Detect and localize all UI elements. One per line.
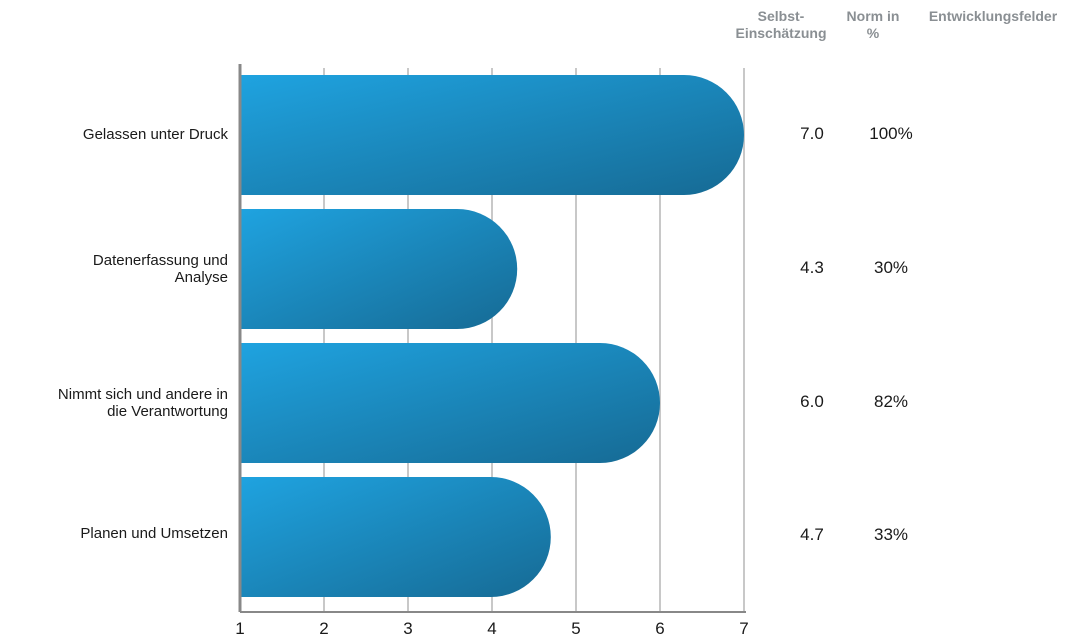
bar xyxy=(240,209,518,329)
bar xyxy=(240,343,660,463)
col-header-norm: Norm in % xyxy=(846,8,900,41)
row-label: Nimmt sich und andere in die Verantwortu… xyxy=(57,386,228,420)
self-assessment-value: 4.7 xyxy=(800,525,824,544)
norm-value: 30% xyxy=(873,258,909,277)
x-tick-label: 4 xyxy=(487,619,496,638)
bar xyxy=(240,75,744,195)
row-label: Planen und Umsetzen xyxy=(80,525,228,542)
x-tick-label: 2 xyxy=(319,619,328,638)
x-tick-label: 1 xyxy=(235,619,244,638)
x-tick-label: 3 xyxy=(403,619,412,638)
col-header-development: Entwicklungsfelder xyxy=(928,8,1058,24)
col-header-self-assessment: Selbst- Einschätzung xyxy=(735,8,827,41)
x-tick-label: 6 xyxy=(655,619,664,638)
norm-value: 100% xyxy=(869,124,913,143)
self-assessment-value: 4.3 xyxy=(800,258,824,277)
row-label: Datenerfassung und Analyse xyxy=(92,252,228,286)
row-label: Gelassen unter Druck xyxy=(82,126,228,143)
bar xyxy=(240,477,551,597)
x-tick-label: 5 xyxy=(571,619,580,638)
norm-value: 33% xyxy=(873,525,909,544)
x-tick-label: 7 xyxy=(739,619,748,638)
self-assessment-value: 7.0 xyxy=(800,124,824,143)
self-assessment-value: 6.0 xyxy=(800,392,824,411)
norm-value: 82% xyxy=(873,392,909,411)
